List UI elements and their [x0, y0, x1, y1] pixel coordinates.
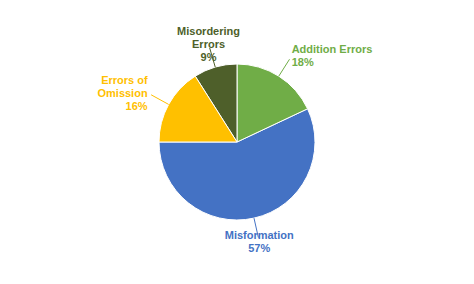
svg-text:Errors ofOmission16%: Errors ofOmission16%: [97, 74, 147, 112]
svg-text:Addition Errors18%: Addition Errors18%: [292, 43, 373, 68]
svg-text:MisorderingErrors9%: MisorderingErrors9%: [177, 25, 240, 63]
svg-text:Misformation57%: Misformation57%: [225, 229, 294, 254]
